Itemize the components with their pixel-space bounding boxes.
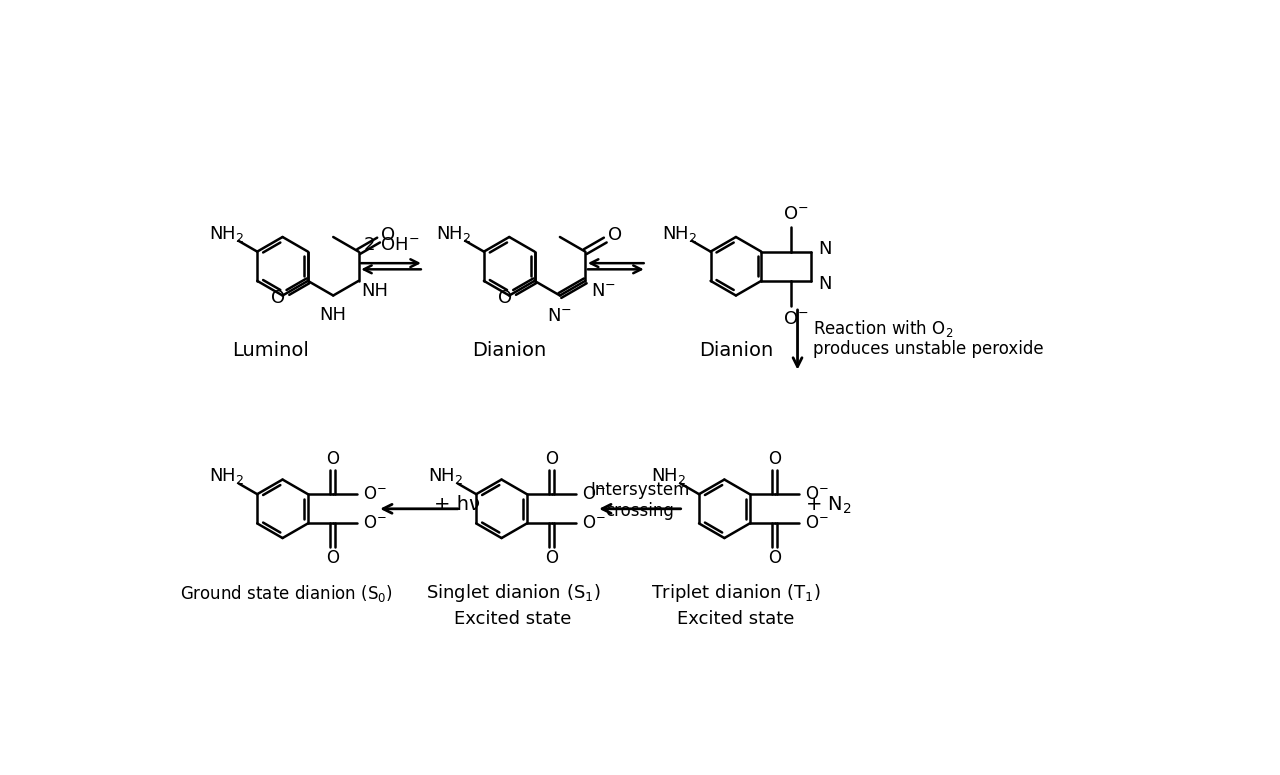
Text: O: O [608,226,622,243]
Text: NH$_2$: NH$_2$ [209,224,244,244]
Text: O$^{-}$: O$^{-}$ [783,310,809,328]
Text: O: O [545,549,558,567]
Text: Luminol: Luminol [233,342,310,360]
Text: Singlet dianion (S$_1$): Singlet dianion (S$_1$) [426,583,600,604]
Text: Dianion: Dianion [472,342,547,360]
Text: O$^{-}$: O$^{-}$ [805,515,829,532]
Text: O: O [498,289,512,307]
Text: + N$_2$: + N$_2$ [805,494,851,515]
Text: Ground state dianion (S$_0$): Ground state dianion (S$_0$) [180,583,393,604]
Text: NH$_2$: NH$_2$ [428,467,463,487]
Text: crossing: crossing [605,502,675,520]
Text: N$^{-}$: N$^{-}$ [548,308,572,326]
Text: NH$_2$: NH$_2$ [662,224,698,244]
Text: O$^{-}$: O$^{-}$ [783,205,809,222]
Text: N: N [818,275,832,293]
Text: N$^{-}$: N$^{-}$ [591,282,616,300]
Text: Triplet dianion (T$_1$): Triplet dianion (T$_1$) [652,583,820,604]
Text: O$^{-}$: O$^{-}$ [582,485,607,503]
Text: O: O [271,289,285,307]
Text: 2 OH$^{-}$: 2 OH$^{-}$ [364,236,419,254]
Text: O: O [326,450,339,468]
Text: NH$_2$: NH$_2$ [650,467,686,487]
Text: O$^{-}$: O$^{-}$ [364,515,387,532]
Text: O$^{-}$: O$^{-}$ [364,485,387,503]
Text: O: O [381,226,396,243]
Text: NH$_2$: NH$_2$ [209,467,244,487]
Text: N: N [818,239,832,257]
Text: O$^{-}$: O$^{-}$ [805,485,829,503]
Text: Excited state: Excited state [677,610,795,628]
Text: O: O [768,549,781,567]
Text: O$^{-}$: O$^{-}$ [582,515,607,532]
Text: NH$_2$: NH$_2$ [435,224,471,244]
Text: O: O [326,549,339,567]
Text: NH: NH [320,306,347,324]
Text: + hν: + hν [434,495,480,515]
Text: Dianion: Dianion [699,342,773,360]
Text: O: O [768,450,781,468]
Text: Excited state: Excited state [454,610,572,628]
Text: NH: NH [362,281,389,299]
Text: produces unstable peroxide: produces unstable peroxide [813,340,1043,358]
Text: Intersystem: Intersystem [590,480,690,498]
Text: Reaction with O$_2$: Reaction with O$_2$ [813,318,954,339]
Text: O: O [545,450,558,468]
